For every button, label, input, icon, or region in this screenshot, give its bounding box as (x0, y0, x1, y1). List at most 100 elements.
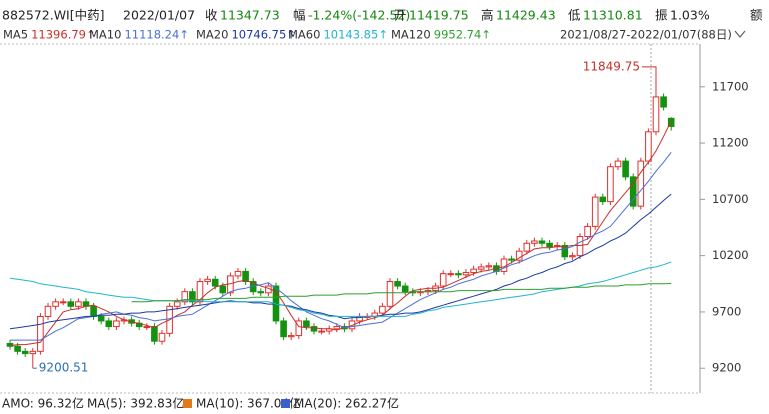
ma-line (9, 193, 672, 330)
legend-name: MA5 (3, 28, 28, 42)
candle-body (234, 270, 242, 277)
quote-label: 开 (394, 8, 407, 23)
candle-body (447, 273, 455, 276)
legend-name: MA120 (391, 28, 431, 42)
candle-body (21, 350, 29, 355)
candle-body (614, 160, 622, 168)
candle-body (97, 315, 105, 322)
candle-body (318, 330, 325, 333)
footer-item: MA(10): 367.04亿 (196, 396, 301, 411)
candle-body (143, 326, 151, 329)
quote-value: 11310.81 (583, 8, 643, 23)
candle-body (105, 320, 113, 328)
candle-body (67, 301, 75, 307)
range-dropdown[interactable] (734, 30, 746, 39)
candle-body (523, 242, 531, 252)
candle-body (561, 245, 569, 258)
candle-body (485, 265, 493, 268)
quote-value: -1.24%(-142.52) (308, 8, 410, 23)
footer-item: MA(20): 262.27亿 (294, 396, 399, 411)
candle-body (591, 196, 599, 227)
date: 2022/01/07 (123, 8, 195, 23)
candle-body (52, 301, 59, 307)
candle-body (303, 320, 310, 328)
date-range: 2021/08/27-2022/01/07(88日) (560, 28, 732, 42)
candle-body (211, 278, 219, 287)
candle-body (569, 255, 576, 258)
candle-body (652, 96, 660, 133)
candle-body (477, 266, 485, 270)
candle-body (196, 281, 204, 303)
candle-body (348, 320, 356, 330)
candle-body (75, 301, 82, 307)
candle-body (113, 320, 120, 328)
legend-value: 11118.24↑ (124, 28, 189, 42)
candle-body (257, 291, 265, 294)
candle-body (394, 281, 401, 287)
y-tick-label: 9200 (712, 361, 741, 375)
high-pointer (642, 66, 657, 70)
legend-name: MA20 (196, 28, 228, 42)
quote-value: 11419.75 (409, 8, 469, 23)
ma-line (131, 283, 672, 303)
candle-body (622, 160, 629, 178)
candle-body (629, 176, 637, 207)
candle-body (44, 305, 52, 317)
ma-line (9, 261, 672, 317)
high-label: 11849.75 (583, 59, 640, 73)
candle-body (660, 96, 667, 108)
code: 882572.WI[中药] (2, 8, 105, 23)
candle-body (280, 320, 287, 338)
quote-more: 额 (750, 8, 763, 23)
quote-value: 11429.43 (496, 8, 556, 23)
ma-line (10, 151, 672, 341)
candle-body (667, 117, 675, 127)
candle-body (204, 278, 211, 283)
candle-body (37, 315, 44, 352)
y-tick-label: 10700 (712, 192, 749, 206)
candle-body (599, 196, 607, 203)
candle-body (151, 326, 158, 342)
candle-body (90, 305, 97, 317)
candle-body (295, 320, 303, 337)
quote-value: 11347.73 (220, 8, 280, 23)
y-tick-label: 10200 (712, 248, 749, 262)
quote-label: 高 (481, 8, 494, 23)
candle-body (546, 242, 553, 248)
quote-value: 1.03% (670, 8, 710, 23)
quote-label: 低 (568, 8, 581, 23)
candle-body (242, 270, 249, 283)
candle-body (333, 326, 341, 330)
legend-name: MA10 (89, 28, 121, 42)
candle-body (173, 301, 181, 307)
candle-body (538, 240, 546, 244)
candle-body (637, 160, 645, 207)
candle-body (287, 335, 295, 338)
legend-value: 10143.85↑ (323, 28, 388, 42)
candle-body (219, 285, 227, 294)
quote-label: 幅 (293, 8, 306, 23)
legend-name: MA60 (288, 28, 320, 42)
candle-body (515, 250, 523, 261)
footer-swatch (281, 399, 290, 408)
candle-body (14, 345, 21, 352)
candle-body (386, 281, 394, 307)
candle-body (576, 236, 584, 257)
candle-body (470, 268, 477, 274)
low-label: 9200.51 (39, 361, 89, 375)
candle-body (439, 273, 447, 287)
legend-value: 10746.75↑ (231, 28, 296, 42)
candle-body (181, 291, 189, 303)
legend-value: 11396.79↑ (31, 28, 96, 42)
quote-label: 振 (655, 8, 668, 23)
footer-swatch (183, 399, 192, 408)
candle-body (158, 332, 166, 342)
candle-body (607, 166, 614, 203)
candle-body (584, 225, 591, 238)
y-tick-label: 11200 (712, 136, 749, 150)
candle-body (455, 273, 462, 276)
candle-body (59, 301, 67, 304)
candle-body (379, 305, 386, 314)
